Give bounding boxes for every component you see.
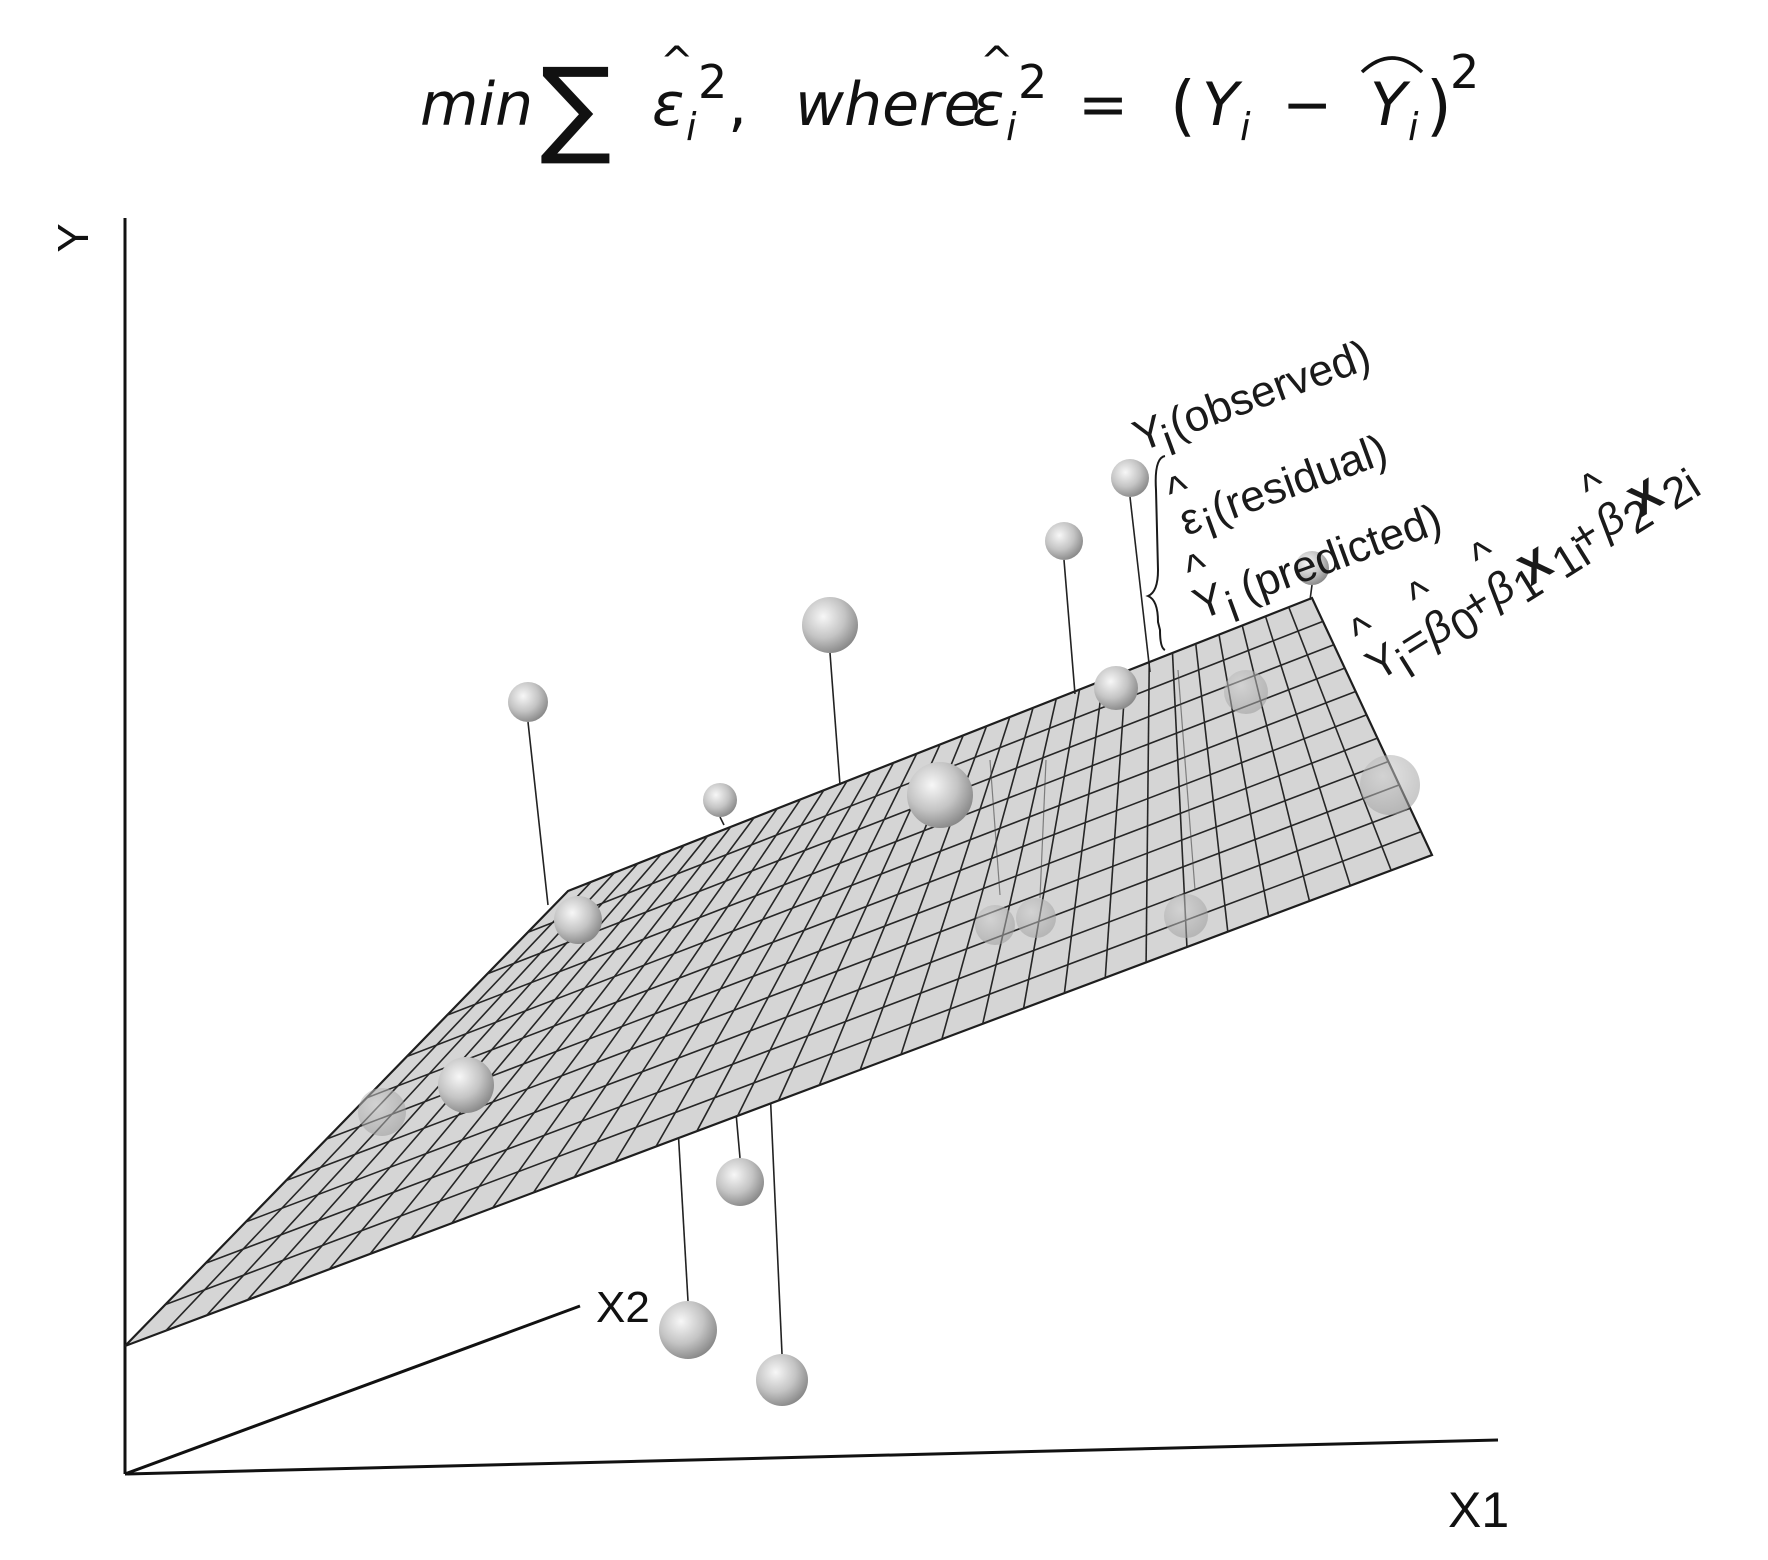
- observation-point: [1295, 551, 1329, 585]
- plane-grid-line: [532, 798, 802, 1194]
- plane-grid-line: [205, 807, 1411, 1265]
- plane-grid-line: [491, 808, 778, 1209]
- formula-Yhat: Y: [1370, 70, 1411, 140]
- plane-grid-line: [1063, 680, 1104, 994]
- formula-epsilon-1: ε: [652, 70, 684, 140]
- observation-point: [1016, 898, 1056, 938]
- plane-grid-line: [1264, 616, 1352, 886]
- residual-stem: [1309, 584, 1313, 601]
- plane-grid-line: [573, 789, 825, 1178]
- formula-Yhat-sub: i: [1408, 105, 1419, 149]
- observation-point: [1094, 666, 1138, 710]
- formula-sum: ∑: [540, 45, 611, 168]
- plane-grid-line: [941, 707, 1034, 1040]
- residual-stem: [1063, 559, 1076, 695]
- plane-grid-line: [164, 830, 1422, 1306]
- above-plane-observations: [508, 459, 1329, 906]
- residual-stem: [1039, 759, 1047, 899]
- formula-hat-2: ^: [980, 39, 1014, 85]
- observation-point: [802, 597, 858, 653]
- plane-grid-line: [1288, 606, 1392, 871]
- formula-open-paren: (: [1170, 67, 1196, 144]
- plane-grid-line: [451, 817, 755, 1224]
- residual-stem: [1129, 496, 1151, 673]
- formula-square-2: 2: [1018, 55, 1047, 109]
- formula-square-1: 2: [698, 55, 727, 109]
- plane-grid-line: [1022, 689, 1081, 1009]
- x2-axis: [124, 1304, 581, 1476]
- regression-equation: ^ Y i = ^ β 0 + ^ β 1 X 1i + ^ β 2 X 2i: [1342, 460, 1709, 691]
- x1-axis: [124, 1438, 1499, 1476]
- residual-stem: [527, 721, 549, 906]
- plane-grid-line: [326, 737, 1378, 1140]
- residual-stem: [1177, 669, 1196, 891]
- plane-grid-line: [981, 698, 1058, 1024]
- plane-grid-line: [446, 667, 1346, 1016]
- formula-sub-1: i: [686, 105, 697, 149]
- formula-where: where: [795, 70, 981, 140]
- plane-grid-line: [736, 753, 918, 1117]
- observation-point: [554, 896, 602, 944]
- least-squares-formula: min ∑ ^ ε i 2 , where ^ ε i 2 = ( Y i − …: [420, 39, 1479, 168]
- plane-grid-line: [406, 690, 1356, 1058]
- observation-point: [975, 905, 1015, 945]
- observed-label: (observed): [1162, 330, 1376, 448]
- plane-grid-line: [369, 835, 709, 1255]
- observation-point: [1224, 670, 1268, 714]
- axes: Y X1 X2: [49, 218, 1509, 1538]
- below-plane-observations: [659, 954, 808, 1406]
- residual-stem: [989, 759, 1001, 896]
- plane-grid-line: [655, 771, 871, 1147]
- formula-close-paren: ): [1426, 67, 1452, 144]
- formula-square-3: 2: [1450, 45, 1479, 99]
- formula-hat-1: ^: [660, 39, 694, 85]
- plane-grid-line: [206, 872, 616, 1316]
- plane-grid-line: [366, 714, 1367, 1099]
- x1-axis-label: X1: [1448, 1482, 1509, 1538]
- plane-grid-line: [1104, 671, 1127, 978]
- observation-point: [907, 762, 973, 828]
- plane-grid-line: [1145, 662, 1151, 963]
- plane-surface: [124, 596, 1434, 1348]
- formula-Y: Y: [1202, 70, 1243, 140]
- residual-stem: [719, 816, 725, 826]
- observation-point: [438, 1057, 494, 1113]
- observation-point: [1045, 522, 1083, 560]
- x2-axis-label: X2: [596, 1283, 650, 1332]
- observation-point: [703, 783, 737, 817]
- formula-epsilon-2: ε: [972, 70, 1004, 140]
- observation-point: [358, 1088, 406, 1136]
- plane-grid-line: [900, 716, 1011, 1055]
- y-axis-label: Y: [49, 223, 98, 252]
- formula-sub-2: i: [1006, 105, 1017, 149]
- formula-comma: ,: [728, 70, 747, 140]
- residual-annotation: Y i (observed) ^ ε i (residual) ^ Y i (p…: [1127, 330, 1448, 651]
- observation-point: [1164, 894, 1208, 938]
- plane-grid-line: [614, 780, 848, 1163]
- formula-Y-sub: i: [1240, 105, 1251, 149]
- plane-grid-line: [410, 826, 732, 1240]
- formula-min: min: [420, 70, 533, 140]
- formula-equals: =: [1078, 70, 1128, 140]
- formula-wide-hat: [1360, 56, 1424, 74]
- observation-point: [756, 1354, 808, 1406]
- hidden-observations: [358, 666, 1420, 1136]
- plane-grid-line: [328, 844, 685, 1270]
- plane-grid-line: [696, 762, 895, 1132]
- observation-point: [1360, 755, 1420, 815]
- formula-minus: −: [1282, 70, 1332, 140]
- plane-grid-line: [245, 784, 1400, 1223]
- plane-grid-line: [1194, 643, 1229, 932]
- observation-point: [716, 1158, 764, 1206]
- observation-point: [659, 1301, 717, 1359]
- observation-point: [508, 682, 548, 722]
- observation-point: [1111, 459, 1149, 497]
- residual-brace: [1145, 455, 1166, 651]
- residual-stem: [829, 652, 841, 786]
